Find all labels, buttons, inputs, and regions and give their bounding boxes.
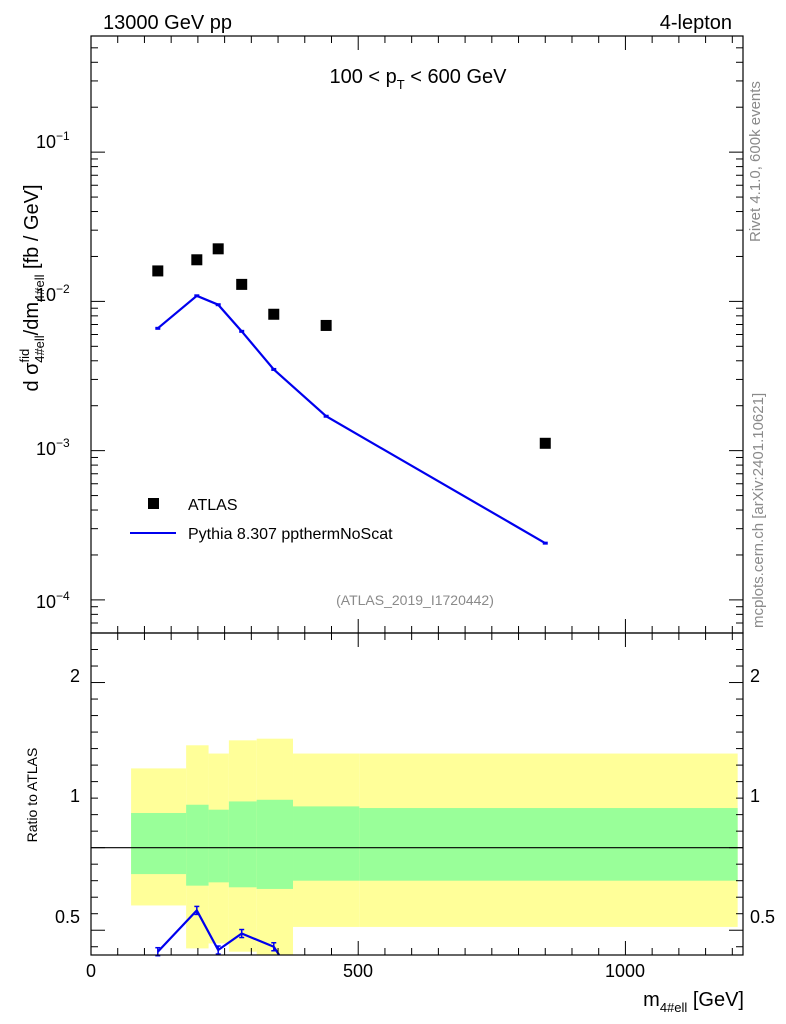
xtick-500: 500 bbox=[343, 961, 373, 981]
legend: ATLAS Pythia 8.307 ppthermNoScat bbox=[130, 497, 393, 543]
ratio-ytick-1-left: 1 bbox=[70, 786, 80, 806]
x-axis-label: m4#ell [GeV] bbox=[643, 989, 744, 1015]
legend-atlas-label: ATLAS bbox=[188, 497, 238, 514]
atlas-point-3 bbox=[236, 278, 248, 290]
ratio-band-green-6 bbox=[359, 808, 738, 881]
ratio-band-green-4 bbox=[256, 799, 294, 889]
xtick-1000: 1000 bbox=[605, 961, 645, 981]
ytick-label-1e-2: 10−2 bbox=[36, 282, 70, 305]
atlas-point-0 bbox=[152, 265, 164, 277]
mcplots-label: mcplots.cern.ch [arXiv:2401.10621] bbox=[750, 393, 767, 628]
atlas-point-6 bbox=[539, 437, 551, 449]
ratio-plot-area bbox=[90, 632, 744, 957]
ratio-ytick-0.5-left: 0.5 bbox=[55, 907, 80, 927]
main-title: 100 < pT < 600 GeV bbox=[330, 66, 508, 92]
ratio-band-green-5 bbox=[293, 806, 360, 881]
ratio-ytick-0.5-right: 0.5 bbox=[750, 907, 775, 927]
ratio-band-green-1 bbox=[186, 804, 209, 886]
main-title-sub: T bbox=[397, 77, 405, 92]
ratio-ytick-1-right: 1 bbox=[750, 786, 760, 806]
ratio-ytick-2-left: 2 bbox=[70, 666, 80, 686]
ratio-band-green-3 bbox=[228, 801, 257, 888]
legend-atlas-marker bbox=[148, 498, 159, 509]
main-y-label: d σfid4#ell/dm4#ell [fb / GeV] bbox=[17, 184, 47, 391]
ylabel-d: d σ bbox=[21, 362, 43, 392]
ytick-label-1e-1: 10−1 bbox=[36, 129, 70, 152]
rivet-label: Rivet 4.1.0, 600k events bbox=[747, 81, 764, 242]
ylabel-sub2: 4#ell bbox=[32, 274, 47, 302]
xtick-0: 0 bbox=[86, 961, 96, 981]
atlas-point-4 bbox=[268, 308, 280, 320]
ytick-label-1e-4: 10−4 bbox=[36, 589, 70, 612]
ylabel-sub1: 4#ell bbox=[32, 335, 47, 363]
main-title-post: < 600 GeV bbox=[405, 66, 507, 88]
ratio-band-green-2 bbox=[208, 809, 229, 883]
analysis-tag: (ATLAS_2019_I1720442) bbox=[336, 592, 494, 608]
atlas-point-1 bbox=[191, 254, 203, 266]
ratio-band-green-0 bbox=[131, 812, 187, 875]
ylabel-sup: fid bbox=[17, 349, 32, 363]
ratio-frame bbox=[90, 632, 744, 956]
main-plot-area bbox=[90, 35, 744, 634]
header-left: 13000 GeV pp bbox=[103, 12, 232, 34]
ytick-label-1e-3: 10−3 bbox=[36, 436, 70, 459]
ratio-ytick-2-right: 2 bbox=[750, 666, 760, 686]
ylabel-unit: [fb / GeV] bbox=[21, 184, 43, 274]
ratio-y-label: Ratio to ATLAS bbox=[24, 748, 40, 843]
ratio-series-line bbox=[157, 908, 281, 956]
ylabel-mid: /dm bbox=[21, 302, 43, 335]
header-right: 4-lepton bbox=[660, 12, 732, 34]
atlas-point-5 bbox=[320, 319, 332, 331]
atlas-point-2 bbox=[212, 243, 224, 255]
main-frame bbox=[90, 35, 744, 634]
legend-pythia-label: Pythia 8.307 ppthermNoScat bbox=[188, 526, 393, 543]
main-title-pre: 100 < p bbox=[330, 66, 397, 88]
